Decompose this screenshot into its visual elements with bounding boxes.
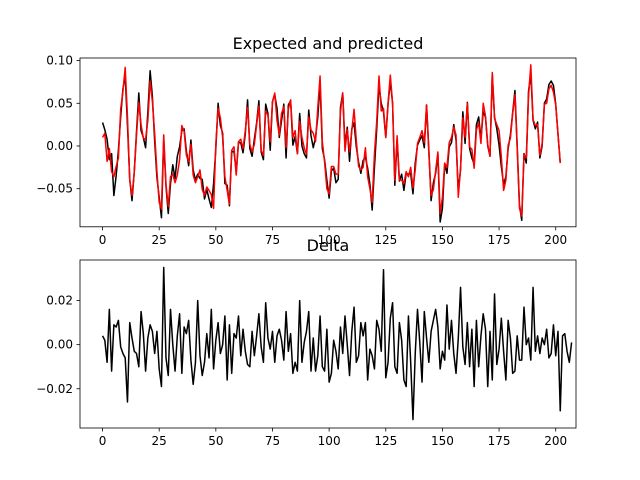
top-chart-x-tick-label: 50 <box>208 233 223 247</box>
top-chart-x-tick-label: 200 <box>544 233 567 247</box>
top-chart: Expected and predicted 0 25 50 75 100 125 150 1… <box>36 34 577 247</box>
bottom-chart-frame <box>79 259 577 429</box>
top-chart-x-tick-label: 75 <box>265 233 280 247</box>
bottom-chart: 0 25 50 75 100 125 150 175 200 −0.02 0.00 0.02 Del… <box>36 236 577 448</box>
bottom-chart-x-tick-label: 25 <box>152 434 167 448</box>
bottom-chart-y-tick-label: −0.02 <box>36 382 73 396</box>
top-chart-y-tick-label: 0.00 <box>46 139 73 153</box>
bottom-chart-x-tick-label: 75 <box>265 434 280 448</box>
bottom-chart-title: Delta <box>307 236 350 255</box>
top-chart-series <box>101 64 561 223</box>
bottom-chart-x-tick-label: 0 <box>99 434 107 448</box>
top-chart-y-tick-label: −0.05 <box>36 182 73 196</box>
top-chart-x-tick-label: 0 <box>99 233 107 247</box>
top-chart-x-tick-label: 175 <box>488 233 511 247</box>
bottom-chart-x-tick-label: 50 <box>208 434 223 448</box>
bottom-chart-x-tick-label: 150 <box>431 434 454 448</box>
top-chart-series-line-1 <box>101 64 561 217</box>
bottom-chart-x-tick-label: 175 <box>488 434 511 448</box>
top-chart-x-tick-label: 150 <box>431 233 454 247</box>
top-chart-title: Expected and predicted <box>233 34 424 53</box>
top-chart-x-tick-label: 100 <box>318 233 341 247</box>
bottom-chart-x-axis: 0 25 50 75 100 125 150 175 200 <box>99 428 567 448</box>
top-chart-y-tick-label: 0.10 <box>46 54 73 68</box>
bottom-chart-series-line-0 <box>101 266 573 421</box>
bottom-chart-y-tick-label: 0.00 <box>46 338 73 352</box>
top-chart-y-axis: −0.05 0.00 0.05 0.10 <box>36 54 80 196</box>
top-chart-frame <box>79 57 577 228</box>
bottom-chart-y-axis: −0.02 0.00 0.02 <box>36 294 80 396</box>
top-chart-x-tick-label: 125 <box>374 233 397 247</box>
top-chart-y-tick-label: 0.05 <box>46 96 73 110</box>
bottom-chart-x-tick-label: 200 <box>544 434 567 448</box>
bottom-chart-series <box>101 266 573 421</box>
bottom-chart-x-tick-label: 125 <box>374 434 397 448</box>
top-chart-x-axis: 0 25 50 75 100 125 150 175 200 <box>99 226 567 247</box>
bottom-chart-x-tick-label: 100 <box>318 434 341 448</box>
top-chart-x-tick-label: 25 <box>152 233 167 247</box>
bottom-chart-y-tick-label: 0.02 <box>46 294 73 308</box>
